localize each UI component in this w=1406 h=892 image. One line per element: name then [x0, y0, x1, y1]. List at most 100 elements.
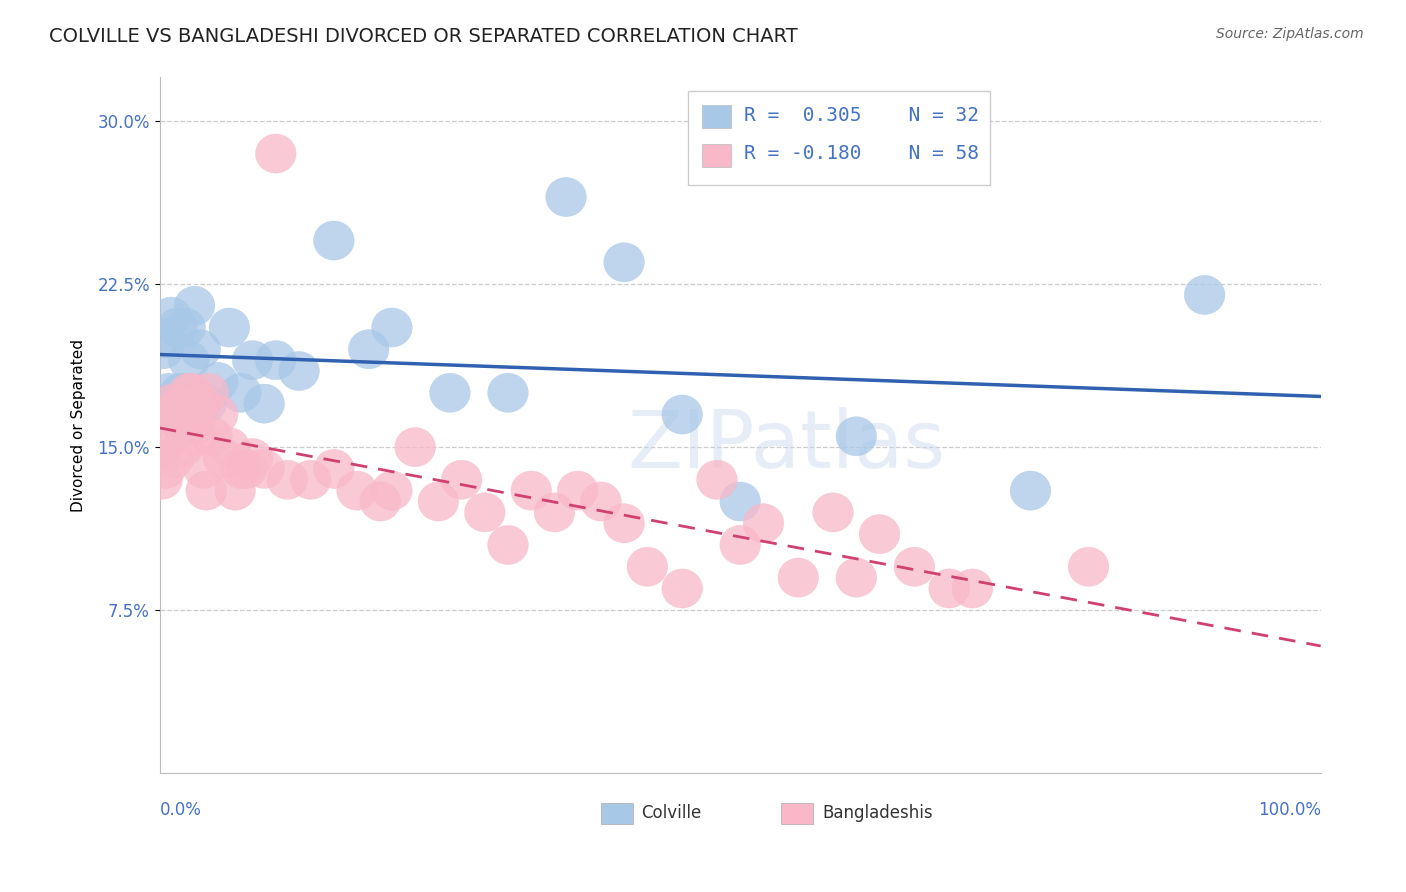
Ellipse shape — [221, 450, 262, 489]
Ellipse shape — [232, 439, 273, 477]
Ellipse shape — [441, 460, 482, 500]
Text: Source: ZipAtlas.com: Source: ZipAtlas.com — [1216, 27, 1364, 41]
Ellipse shape — [418, 482, 458, 521]
Ellipse shape — [215, 471, 256, 510]
Ellipse shape — [153, 439, 194, 477]
Ellipse shape — [142, 460, 183, 500]
FancyBboxPatch shape — [702, 105, 731, 128]
Ellipse shape — [160, 373, 201, 412]
Ellipse shape — [662, 569, 703, 608]
Ellipse shape — [546, 178, 586, 217]
Ellipse shape — [169, 341, 209, 380]
Ellipse shape — [278, 351, 319, 391]
Ellipse shape — [149, 373, 190, 412]
FancyBboxPatch shape — [688, 91, 990, 186]
Ellipse shape — [488, 373, 529, 412]
Ellipse shape — [337, 471, 377, 510]
Ellipse shape — [186, 471, 226, 510]
Text: COLVILLE VS BANGLADESHI DIVORCED OR SEPARATED CORRELATION CHART: COLVILLE VS BANGLADESHI DIVORCED OR SEPA… — [49, 27, 799, 45]
Ellipse shape — [177, 417, 217, 456]
Ellipse shape — [256, 341, 297, 380]
Ellipse shape — [174, 406, 215, 445]
Ellipse shape — [226, 450, 267, 489]
Ellipse shape — [184, 450, 224, 489]
Ellipse shape — [143, 427, 184, 467]
Ellipse shape — [314, 221, 354, 260]
Ellipse shape — [165, 395, 205, 434]
Ellipse shape — [360, 482, 401, 521]
Ellipse shape — [267, 460, 308, 500]
Ellipse shape — [221, 373, 262, 412]
Ellipse shape — [603, 243, 644, 282]
Ellipse shape — [464, 492, 505, 532]
Ellipse shape — [603, 504, 644, 543]
Ellipse shape — [371, 308, 412, 347]
Ellipse shape — [186, 384, 226, 423]
Ellipse shape — [744, 504, 783, 543]
Ellipse shape — [720, 482, 761, 521]
Ellipse shape — [510, 471, 551, 510]
Ellipse shape — [150, 297, 191, 336]
Ellipse shape — [172, 373, 212, 412]
Ellipse shape — [163, 427, 204, 467]
Ellipse shape — [169, 373, 209, 412]
Ellipse shape — [174, 286, 215, 326]
Ellipse shape — [395, 427, 436, 467]
Ellipse shape — [232, 341, 273, 380]
Ellipse shape — [837, 417, 876, 456]
Ellipse shape — [191, 417, 232, 456]
FancyBboxPatch shape — [780, 804, 813, 824]
Ellipse shape — [778, 558, 818, 597]
Ellipse shape — [430, 373, 470, 412]
Ellipse shape — [157, 308, 197, 347]
Ellipse shape — [488, 525, 529, 565]
Ellipse shape — [1010, 471, 1050, 510]
Ellipse shape — [534, 492, 575, 532]
Ellipse shape — [197, 362, 238, 401]
Ellipse shape — [243, 384, 284, 423]
Ellipse shape — [837, 558, 876, 597]
Text: R = -0.180    N = 58: R = -0.180 N = 58 — [744, 145, 979, 163]
Y-axis label: Divorced or Separated: Divorced or Separated — [72, 339, 86, 512]
Ellipse shape — [581, 482, 621, 521]
Ellipse shape — [557, 471, 598, 510]
Text: Colville: Colville — [641, 804, 702, 822]
Ellipse shape — [894, 547, 935, 586]
Ellipse shape — [188, 373, 229, 412]
Text: R =  0.305    N = 32: R = 0.305 N = 32 — [744, 106, 979, 125]
Ellipse shape — [720, 525, 761, 565]
Ellipse shape — [209, 308, 250, 347]
Ellipse shape — [813, 492, 853, 532]
Ellipse shape — [859, 515, 900, 554]
Ellipse shape — [148, 417, 188, 456]
Ellipse shape — [172, 384, 212, 423]
Text: ZIPatlas: ZIPatlas — [627, 408, 946, 485]
Ellipse shape — [150, 384, 191, 423]
Ellipse shape — [180, 384, 221, 423]
FancyBboxPatch shape — [600, 804, 633, 824]
Ellipse shape — [349, 330, 389, 369]
Ellipse shape — [165, 308, 205, 347]
FancyBboxPatch shape — [702, 144, 731, 167]
Ellipse shape — [314, 450, 354, 489]
Ellipse shape — [290, 460, 330, 500]
Ellipse shape — [160, 384, 201, 423]
Ellipse shape — [243, 450, 284, 489]
Ellipse shape — [157, 395, 197, 434]
Ellipse shape — [145, 450, 186, 489]
Ellipse shape — [256, 134, 297, 173]
Ellipse shape — [204, 439, 243, 477]
Ellipse shape — [1184, 276, 1225, 315]
Ellipse shape — [627, 547, 668, 586]
Ellipse shape — [662, 395, 703, 434]
Ellipse shape — [1069, 547, 1109, 586]
Ellipse shape — [149, 395, 190, 434]
Ellipse shape — [163, 406, 204, 445]
Text: Bangladeshis: Bangladeshis — [823, 804, 934, 822]
Ellipse shape — [145, 318, 186, 358]
Ellipse shape — [143, 330, 184, 369]
Text: 0.0%: 0.0% — [160, 801, 201, 819]
Ellipse shape — [180, 330, 221, 369]
Ellipse shape — [371, 471, 412, 510]
Ellipse shape — [696, 460, 737, 500]
